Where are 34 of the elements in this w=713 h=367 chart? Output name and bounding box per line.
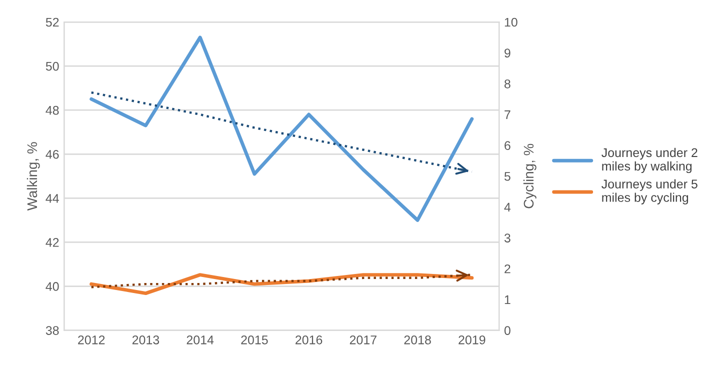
y2-tick-label: 5	[504, 172, 510, 181]
y2-tick-label: 2	[504, 264, 510, 274]
y-tick-label: 52	[46, 18, 59, 27]
y-tick-label: 42	[46, 238, 59, 247]
legend-label: Journeys under 5 miles by cycling	[602, 179, 698, 204]
x-tick-label: 2013	[132, 335, 160, 344]
x-tick-label: 2015	[241, 335, 268, 344]
y-tick-label: 40	[46, 282, 59, 291]
x-tick-label: 2019	[458, 335, 486, 344]
y2-tick-label: 6	[504, 141, 510, 150]
x-tick-label: 2016	[296, 335, 322, 344]
y-tick-label: 50	[46, 62, 59, 71]
x-tick-label: 2012	[78, 335, 105, 344]
y-tick-label: 38	[46, 326, 59, 335]
y2-tick-label: 7	[504, 110, 510, 120]
y2-axis-title: Cycling, %	[523, 144, 536, 208]
line-series	[90, 273, 474, 296]
y2-tick-label: 10	[504, 18, 518, 27]
x-tick-label: 2014	[186, 335, 214, 344]
line-series	[90, 91, 474, 173]
x-tick-label: 2017	[350, 335, 376, 344]
line-series	[90, 36, 474, 222]
y2-tick-label: 9	[504, 48, 510, 58]
y-axis-title: Walking, %	[26, 142, 40, 211]
y-tick-label: 48	[46, 106, 59, 115]
y2-tick-label: 3	[504, 234, 510, 242]
y2-tick-label: 0	[504, 326, 510, 335]
y-tick-label: 44	[46, 194, 59, 203]
y2-tick-label: 4	[504, 202, 511, 212]
legend-label: Journeys under 2 miles by walking	[602, 148, 698, 174]
y2-tick-label: 1	[504, 295, 510, 304]
y-tick-label: 46	[46, 150, 59, 159]
y2-tick-label: 8	[504, 79, 510, 88]
x-tick-label: 2018	[404, 335, 431, 344]
